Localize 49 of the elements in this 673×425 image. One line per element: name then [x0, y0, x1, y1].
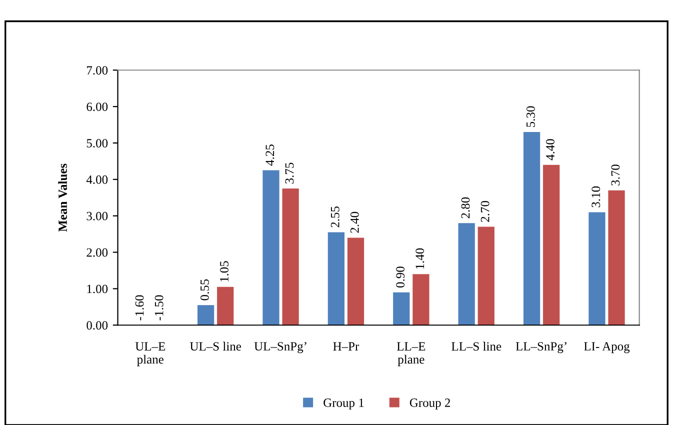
- bar: [523, 132, 540, 326]
- bar: [217, 286, 234, 326]
- y-tick-label: 7.00: [87, 66, 108, 75]
- data-label: 0.90: [396, 266, 405, 288]
- y-tick-label: 0.00: [86, 321, 108, 330]
- data-label: 2.55: [330, 206, 340, 228]
- bar: [588, 212, 606, 326]
- data-label: 1.05: [220, 261, 229, 282]
- x-tick-label: UL–S line: [190, 342, 242, 351]
- bar: [543, 164, 560, 326]
- bar: [458, 223, 475, 326]
- y-tick-label: 2.00: [86, 248, 108, 257]
- legend-label: Group 1: [324, 398, 364, 410]
- x-tick-label: LI- Apog: [584, 342, 630, 354]
- x-tick-label: LL–E plane: [396, 342, 426, 366]
- bar: [412, 274, 430, 326]
- data-label: 3.70: [611, 164, 620, 186]
- data-label: 2.80: [461, 197, 470, 218]
- y-tick-label: 5.00: [86, 139, 108, 148]
- bar: [262, 170, 280, 326]
- y-axis-title: Mean Values: [58, 164, 68, 232]
- x-tick-label: UL–E plane: [135, 342, 166, 366]
- text: -1.50: [154, 295, 164, 320]
- x-tick-label: LL–SnPg’: [516, 342, 566, 354]
- y-tick-label: 3.00: [86, 212, 108, 220]
- data-label: 3.75: [285, 162, 294, 184]
- bar: [393, 292, 410, 326]
- bar: [197, 305, 214, 326]
- legend-label: Group 2: [410, 398, 450, 410]
- x-tick-label: UL–SnPg’: [254, 342, 306, 354]
- x-tick-label: LL–S line: [452, 342, 502, 351]
- bar: [282, 188, 299, 326]
- text: -1.60: [135, 295, 144, 320]
- data-label: 2.40: [350, 212, 359, 233]
- y-tick-label: 1.00: [87, 284, 108, 294]
- y-tick-label: 6.00: [86, 102, 108, 112]
- bar: [608, 190, 625, 326]
- x-tick-label: H–Pr: [333, 342, 360, 350]
- data-label: 3.10: [592, 186, 600, 208]
- data-label: 5.30: [526, 106, 535, 127]
- data-label: 2.70: [480, 201, 490, 222]
- data-label: 4.25: [266, 144, 274, 166]
- data-label: 0.55: [200, 279, 209, 300]
- bar: [347, 238, 364, 326]
- bar: [478, 226, 494, 326]
- data-label: 4.40: [546, 139, 555, 160]
- bar: [328, 232, 344, 326]
- y-tick-label: 4.00: [86, 175, 108, 184]
- data-label: 1.40: [416, 248, 424, 269]
